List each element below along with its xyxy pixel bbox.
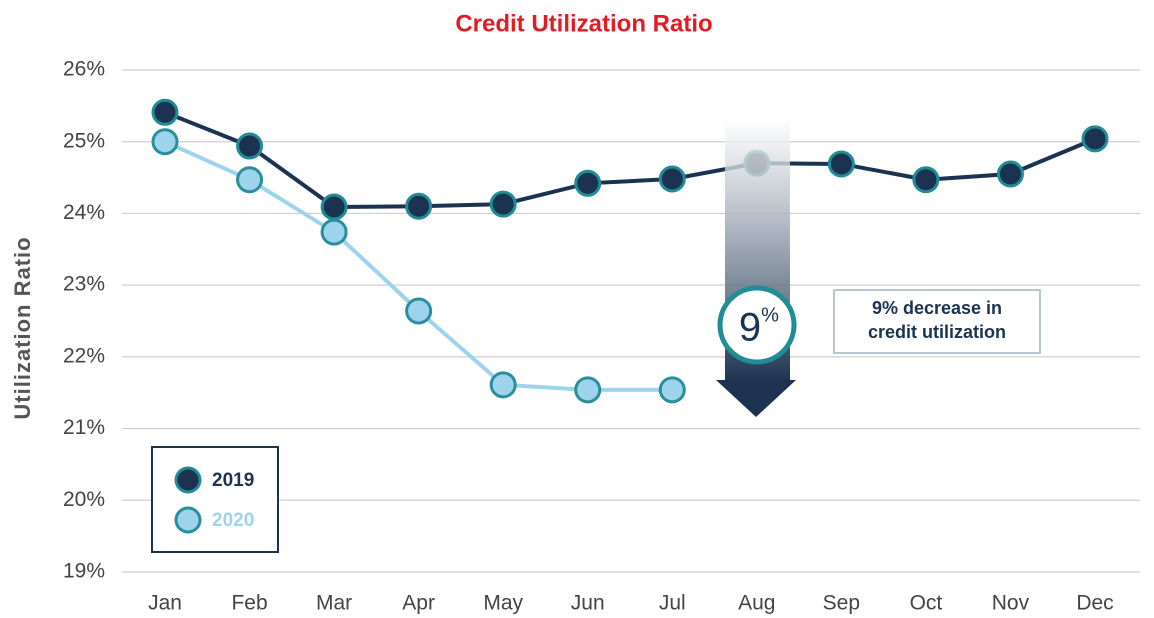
data-point xyxy=(320,218,348,246)
y-tick-label: 25% xyxy=(63,129,105,152)
data-point xyxy=(489,190,517,218)
callout-box xyxy=(833,289,1041,354)
data-point xyxy=(574,376,602,404)
callout-text: credit utilization xyxy=(868,322,1006,342)
x-tick-label: Sep xyxy=(823,592,860,615)
data-point xyxy=(658,165,686,193)
arrow-unit: % xyxy=(761,304,779,326)
y-tick-label: 21% xyxy=(63,416,105,439)
data-point xyxy=(405,192,433,220)
chart-title: Credit Utilization Ratio xyxy=(455,10,712,37)
data-point xyxy=(658,376,686,404)
legend-box xyxy=(151,446,279,553)
data-point xyxy=(1081,125,1109,153)
x-tick-label: Nov xyxy=(992,592,1030,615)
data-point xyxy=(151,128,179,156)
x-tick-label: Jul xyxy=(659,592,686,615)
data-point xyxy=(912,166,940,194)
data-point xyxy=(996,160,1024,188)
y-tick-label: 24% xyxy=(63,201,105,224)
x-tick-label: Aug xyxy=(738,592,775,615)
arrow-number: 9 xyxy=(739,306,761,350)
data-point xyxy=(320,193,348,221)
data-point xyxy=(574,169,602,197)
y-tick-label: 20% xyxy=(63,488,105,511)
legend-label: 2020 xyxy=(212,510,254,531)
data-point xyxy=(405,297,433,325)
x-tick-label: Apr xyxy=(402,592,435,615)
y-tick-label: 23% xyxy=(63,273,105,296)
x-tick-label: May xyxy=(483,592,523,615)
x-tick-label: Mar xyxy=(316,592,352,615)
data-point xyxy=(151,98,179,126)
legend-marker xyxy=(174,466,202,494)
legend-marker xyxy=(174,506,202,534)
data-point xyxy=(489,371,517,399)
x-tick-label: Jan xyxy=(148,592,182,615)
data-point xyxy=(236,166,264,194)
data-point xyxy=(236,132,264,160)
y-tick-label: 22% xyxy=(63,344,105,367)
arrow-badge xyxy=(717,285,797,365)
x-tick-label: Oct xyxy=(910,592,943,615)
series-line xyxy=(164,110,1096,209)
y-tick-label: 19% xyxy=(63,560,105,583)
x-tick-label: Jun xyxy=(571,592,605,615)
arrow-head xyxy=(716,380,796,417)
legend-label: 2019 xyxy=(212,470,254,491)
y-tick-label: 26% xyxy=(63,58,105,81)
x-tick-label: Feb xyxy=(231,592,267,615)
x-tick-label: Dec xyxy=(1076,592,1113,615)
callout-text: 9% decrease in xyxy=(872,298,1002,318)
y-axis-label: Utilization Ratio xyxy=(10,236,35,419)
data-point xyxy=(827,150,855,178)
